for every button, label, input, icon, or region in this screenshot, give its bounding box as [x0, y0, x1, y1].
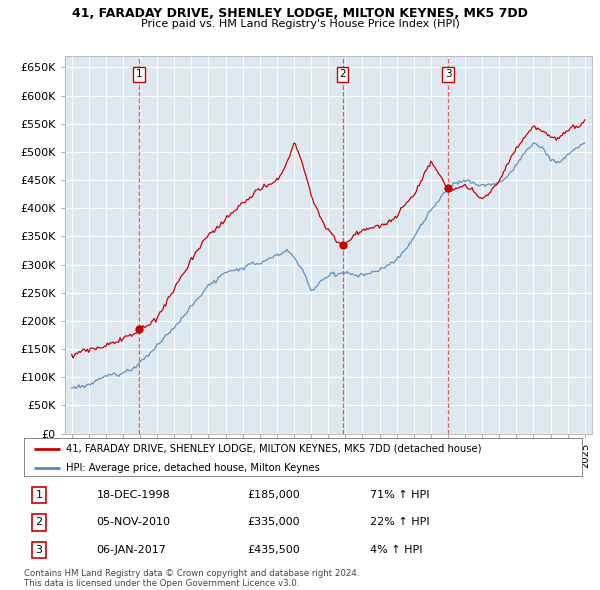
Text: 1: 1: [35, 490, 43, 500]
Text: 41, FARADAY DRIVE, SHENLEY LODGE, MILTON KEYNES, MK5 7DD (detached house): 41, FARADAY DRIVE, SHENLEY LODGE, MILTON…: [66, 444, 481, 454]
Text: Contains HM Land Registry data © Crown copyright and database right 2024.: Contains HM Land Registry data © Crown c…: [24, 569, 359, 578]
Text: This data is licensed under the Open Government Licence v3.0.: This data is licensed under the Open Gov…: [24, 579, 299, 588]
Text: 22% ↑ HPI: 22% ↑ HPI: [370, 517, 430, 527]
Text: £185,000: £185,000: [247, 490, 300, 500]
Text: 2: 2: [339, 69, 346, 79]
Text: 41, FARADAY DRIVE, SHENLEY LODGE, MILTON KEYNES, MK5 7DD: 41, FARADAY DRIVE, SHENLEY LODGE, MILTON…: [72, 7, 528, 20]
Text: 1: 1: [136, 69, 143, 79]
Text: 2: 2: [35, 517, 43, 527]
Text: 3: 3: [445, 69, 452, 79]
Text: 3: 3: [35, 545, 43, 555]
Text: Price paid vs. HM Land Registry's House Price Index (HPI): Price paid vs. HM Land Registry's House …: [140, 19, 460, 29]
Text: £335,000: £335,000: [247, 517, 300, 527]
Text: £435,500: £435,500: [247, 545, 300, 555]
Text: 06-JAN-2017: 06-JAN-2017: [97, 545, 166, 555]
Text: 05-NOV-2010: 05-NOV-2010: [97, 517, 170, 527]
Text: HPI: Average price, detached house, Milton Keynes: HPI: Average price, detached house, Milt…: [66, 463, 320, 473]
Text: 71% ↑ HPI: 71% ↑ HPI: [370, 490, 430, 500]
Text: 18-DEC-1998: 18-DEC-1998: [97, 490, 170, 500]
Text: 4% ↑ HPI: 4% ↑ HPI: [370, 545, 422, 555]
